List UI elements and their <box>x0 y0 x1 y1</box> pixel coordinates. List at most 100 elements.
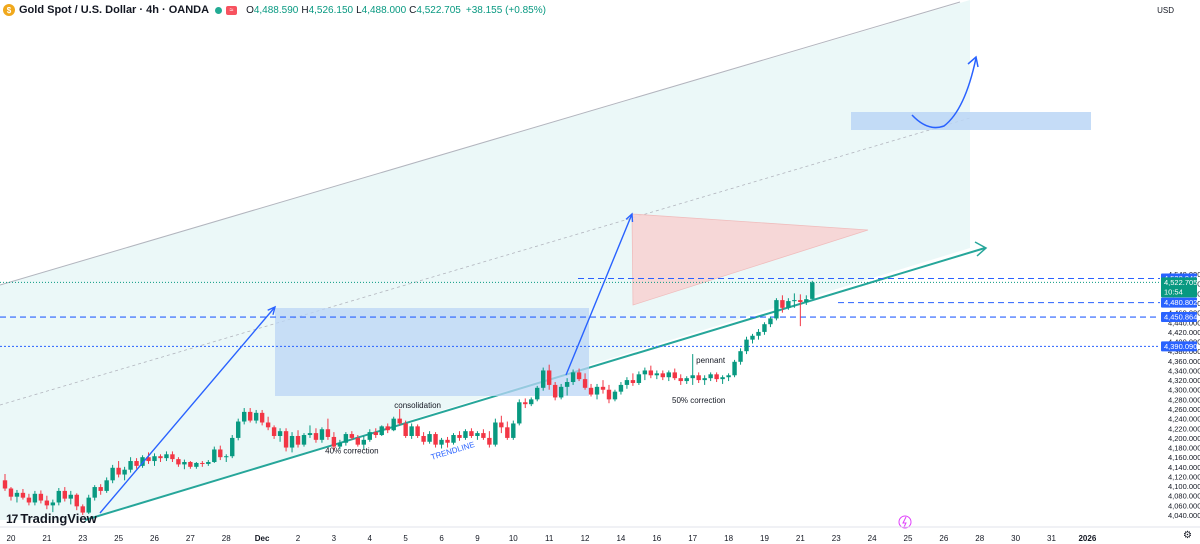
x-tick-label: 26 <box>150 534 159 543</box>
y-tick-label: 4,320.000 <box>1168 376 1200 385</box>
y-tick-label: 4,100.000 <box>1168 482 1200 491</box>
candle-body <box>98 487 103 491</box>
candle-body <box>445 439 450 443</box>
y-tick-label: 4,440.000 <box>1168 318 1200 327</box>
candle-body <box>26 497 32 503</box>
y-tick-label: 4,380.000 <box>1168 347 1200 356</box>
candle-body <box>391 418 396 431</box>
price-tag <box>1161 312 1197 323</box>
price-tag <box>1161 297 1197 308</box>
candle-body <box>690 375 695 379</box>
y-tick-label: 4,040.000 <box>1168 511 1200 520</box>
candle-body <box>206 462 211 464</box>
candle-body <box>612 391 618 400</box>
candle-body <box>104 480 109 491</box>
open-label: O <box>246 4 254 16</box>
x-tick-label: 17 <box>688 534 697 543</box>
price-tag-label: 4,390.090 <box>1164 342 1197 351</box>
x-tick-label: 16 <box>652 534 661 543</box>
close-label: C <box>409 4 417 16</box>
low-label: L <box>356 4 362 16</box>
candle-body <box>319 429 325 440</box>
x-tick-label: 28 <box>975 534 984 543</box>
candle-body <box>56 490 62 503</box>
candle-body <box>648 370 654 376</box>
x-tick-label: 19 <box>760 534 769 543</box>
y-tick-label: 4,280.000 <box>1168 395 1200 404</box>
candle-body <box>146 457 151 462</box>
x-tick-label: 5 <box>403 534 408 543</box>
symbol-title[interactable]: Gold Spot / U.S. Dollar · 4h · OANDA <box>19 4 210 16</box>
flag-icon[interactable]: ≈ <box>226 5 238 15</box>
channel-mid-line <box>0 117 971 406</box>
x-tick-label: 6 <box>439 534 444 543</box>
candle-body <box>50 502 56 506</box>
candle-body <box>630 380 636 383</box>
high-label: H <box>301 4 309 16</box>
y-tick-label: 4,360.000 <box>1168 357 1200 366</box>
price-tag <box>1161 341 1197 352</box>
candle-body <box>708 374 713 379</box>
candle-body <box>20 492 26 498</box>
candle-body <box>535 387 540 400</box>
candle-body <box>529 399 534 405</box>
candle-body <box>289 435 295 448</box>
candle-body <box>230 437 235 457</box>
candle-body <box>487 437 492 445</box>
logo-mark: 17 <box>6 511 18 526</box>
candle-body <box>433 434 438 445</box>
candle-body <box>618 384 624 392</box>
annotation-label: pennant <box>696 356 726 365</box>
candle-body <box>469 431 474 436</box>
y-tick-label: 4,140.000 <box>1168 463 1200 472</box>
candle-body <box>200 462 205 464</box>
candle-body <box>218 449 223 458</box>
low-value: 4,488.000 <box>361 4 407 16</box>
candle-body <box>176 459 181 465</box>
candle-body <box>594 386 600 395</box>
candle-body <box>804 299 809 303</box>
candle-body <box>140 457 145 466</box>
x-tick-label: 14 <box>616 534 625 543</box>
candle-body <box>194 462 199 467</box>
candle-body <box>421 435 426 442</box>
y-tick-label: 4,200.000 <box>1168 434 1200 443</box>
candle-body <box>696 375 701 381</box>
candle-body <box>116 467 121 475</box>
y-tick-label: 4,260.000 <box>1168 405 1200 414</box>
candle-body <box>714 374 719 380</box>
market-open-icon <box>215 6 223 14</box>
candle-body <box>38 493 44 501</box>
candle-body <box>32 493 38 503</box>
candle-body <box>624 380 630 385</box>
gear-icon[interactable]: ⚙ <box>1183 530 1192 541</box>
annotation-label: 40% correction <box>325 446 378 455</box>
candle-body <box>726 375 731 378</box>
candle-body <box>373 432 378 436</box>
y-tick-label: 4,300.000 <box>1168 386 1200 395</box>
candle-body <box>810 282 815 299</box>
trendline-arrow-head <box>974 241 988 257</box>
candle-body <box>355 437 361 445</box>
price-tag <box>1161 277 1197 298</box>
countdown-label: 10:54 <box>1164 287 1183 296</box>
candle-body <box>780 300 785 308</box>
impulse-arrow <box>99 306 276 514</box>
tradingview-logo[interactable]: 17 TradingView <box>6 511 97 526</box>
gold-coin-icon: $ <box>3 4 15 16</box>
candle-body <box>546 370 552 385</box>
candle-body <box>170 454 175 460</box>
candle-body <box>415 426 420 436</box>
candle-body <box>80 506 85 513</box>
candle-body <box>182 462 187 465</box>
candle-body <box>684 378 689 382</box>
candle-body <box>295 435 301 445</box>
candle-body <box>475 433 480 436</box>
candle-body <box>564 382 570 387</box>
candle-body <box>325 429 331 437</box>
candle-body <box>499 422 504 428</box>
currency-label[interactable]: USD <box>1157 6 1174 15</box>
candle-body <box>552 384 558 398</box>
